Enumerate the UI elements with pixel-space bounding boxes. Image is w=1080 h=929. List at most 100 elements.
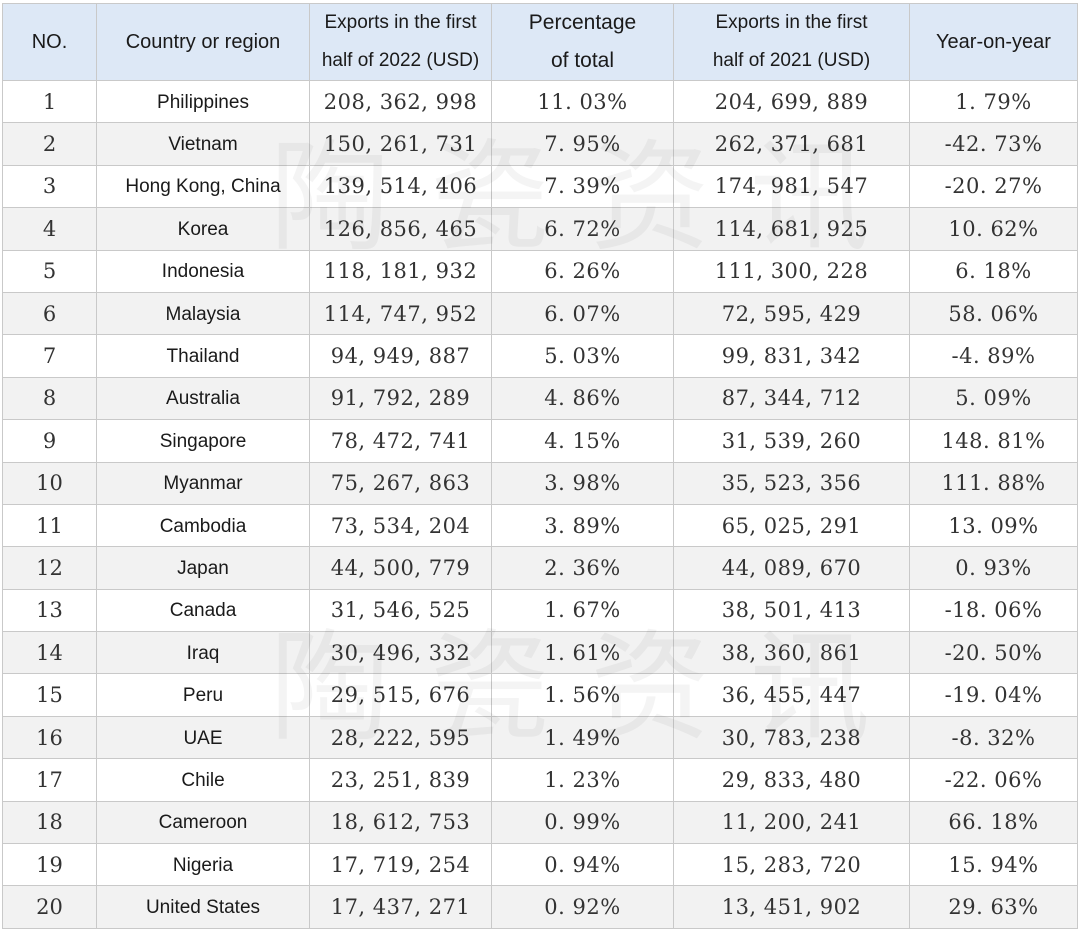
cell-percentage: 1. 56% (491, 673, 674, 717)
cell-exports-2021: 38, 360, 861 (673, 631, 910, 675)
header-percentage-line1: Percentage (528, 11, 637, 34)
cell-no: 4 (2, 207, 97, 251)
header-exports-2021-line2: half of 2021 (USD) (712, 50, 871, 71)
cell-exports-2021: 87, 344, 712 (673, 376, 910, 421)
cell-country: Cambodia (96, 503, 310, 548)
cell-exports-2022: 114, 747, 952 (309, 291, 492, 336)
cell-exports-2021: 29, 833, 480 (673, 758, 910, 802)
header-row: NO. Country or region Exports in the fir… (2, 3, 1078, 81)
cell-exports-2021: 204, 699, 889 (673, 79, 910, 124)
cell-percentage: 0. 94% (491, 843, 674, 887)
cell-exports-2021: 262, 371, 681 (673, 122, 910, 166)
cell-exports-2022: 29, 515, 676 (309, 673, 492, 717)
table-row: 11 Cambodia 73, 534, 204 3. 89% 65, 025, 291… (2, 503, 1078, 548)
header-country: Country or region (96, 3, 310, 81)
table-row: 8 Australia 91, 792, 289 4. 86% 87, 344, 712… (2, 376, 1078, 421)
cell-percentage: 3. 98% (491, 461, 674, 505)
cell-yoy: 58. 06% (909, 291, 1078, 336)
table-row: 15 Peru 29, 515, 676 1. 56% 36, 455, 447 -19.… (2, 673, 1078, 717)
cell-country: Iraq (96, 631, 310, 675)
cell-exports-2022: 17, 437, 271 (309, 885, 492, 929)
cell-yoy: -19. 04% (909, 673, 1078, 717)
cell-exports-2022: 91, 792, 289 (309, 376, 492, 421)
cell-exports-2021: 114, 681, 925 (673, 207, 910, 251)
cell-no: 11 (2, 503, 97, 548)
cell-percentage: 1. 61% (491, 631, 674, 675)
cell-country: Indonesia (96, 249, 310, 293)
cell-exports-2021: 72, 595, 429 (673, 291, 910, 336)
cell-percentage: 6. 72% (491, 207, 674, 251)
cell-no: 16 (2, 715, 97, 760)
table-row: 17 Chile 23, 251, 839 1. 23% 29, 833, 480 -22… (2, 758, 1078, 802)
header-percentage-line2: of total (550, 49, 615, 72)
cell-exports-2022: 31, 546, 525 (309, 588, 492, 633)
cell-exports-2021: 13, 451, 902 (673, 885, 910, 929)
cell-exports-2021: 38, 501, 413 (673, 588, 910, 633)
cell-percentage: 6. 07% (491, 291, 674, 336)
cell-country: Malaysia (96, 291, 310, 336)
header-no: NO. (2, 3, 97, 81)
cell-country: Cameroon (96, 800, 310, 845)
cell-yoy: 0. 93% (909, 546, 1078, 590)
cell-yoy: 10. 62% (909, 207, 1078, 251)
cell-no: 3 (2, 164, 97, 209)
cell-percentage: 2. 36% (491, 546, 674, 590)
cell-percentage: 1. 67% (491, 588, 674, 633)
cell-country: United States (96, 885, 310, 929)
cell-yoy: -20. 27% (909, 164, 1078, 209)
cell-no: 9 (2, 419, 97, 463)
cell-no: 1 (2, 79, 97, 124)
cell-yoy: -22. 06% (909, 758, 1078, 802)
cell-exports-2022: 23, 251, 839 (309, 758, 492, 802)
cell-yoy: 148. 81% (909, 419, 1078, 463)
cell-country: Canada (96, 588, 310, 633)
cell-yoy: 13. 09% (909, 503, 1078, 548)
cell-no: 18 (2, 800, 97, 845)
table-row: 5 Indonesia 118, 181, 932 6. 26% 111, 300, 2… (2, 249, 1078, 293)
cell-no: 13 (2, 588, 97, 633)
cell-exports-2022: 28, 222, 595 (309, 715, 492, 760)
cell-percentage: 3. 89% (491, 503, 674, 548)
cell-no: 17 (2, 758, 97, 802)
cell-no: 6 (2, 291, 97, 336)
cell-yoy: 6. 18% (909, 249, 1078, 293)
exports-table-container: NO. Country or region Exports in the fir… (2, 3, 1078, 929)
cell-exports-2022: 208, 362, 998 (309, 79, 492, 124)
table-row: 1 Philippines 208, 362, 998 11. 03% 204, 699… (2, 79, 1078, 124)
table-row: 2 Vietnam 150, 261, 731 7. 95% 262, 371, 681… (2, 122, 1078, 166)
table-row: 18 Cameroon 18, 612, 753 0. 99% 11, 200, 241… (2, 800, 1078, 845)
cell-exports-2021: 15, 283, 720 (673, 843, 910, 887)
header-exports-2022-line2: half of 2022 (USD) (321, 50, 480, 71)
cell-no: 10 (2, 461, 97, 505)
cell-percentage: 6. 26% (491, 249, 674, 293)
cell-country: Australia (96, 376, 310, 421)
cell-exports-2022: 44, 500, 779 (309, 546, 492, 590)
cell-no: 19 (2, 843, 97, 887)
exports-table: NO. Country or region Exports in the fir… (2, 3, 1078, 929)
cell-exports-2022: 126, 856, 465 (309, 207, 492, 251)
cell-percentage: 7. 95% (491, 122, 674, 166)
cell-no: 2 (2, 122, 97, 166)
cell-yoy: -18. 06% (909, 588, 1078, 633)
table-row: 10 Myanmar 75, 267, 863 3. 98% 35, 523, 356 1… (2, 461, 1078, 505)
cell-yoy: 111. 88% (909, 461, 1078, 505)
cell-exports-2021: 111, 300, 228 (673, 249, 910, 293)
table-row: 16 UAE 28, 222, 595 1. 49% 30, 783, 238 -8. 3… (2, 715, 1078, 760)
cell-yoy: -8. 32% (909, 715, 1078, 760)
cell-country: Singapore (96, 419, 310, 463)
cell-exports-2021: 44, 089, 670 (673, 546, 910, 590)
cell-exports-2022: 118, 181, 932 (309, 249, 492, 293)
cell-percentage: 1. 49% (491, 715, 674, 760)
cell-exports-2022: 30, 496, 332 (309, 631, 492, 675)
table-row: 12 Japan 44, 500, 779 2. 36% 44, 089, 670 0. … (2, 546, 1078, 590)
cell-no: 8 (2, 376, 97, 421)
cell-no: 7 (2, 334, 97, 378)
cell-country: Philippines (96, 79, 310, 124)
cell-yoy: 29. 63% (909, 885, 1078, 929)
cell-yoy: -42. 73% (909, 122, 1078, 166)
table-row: 7 Thailand 94, 949, 887 5. 03% 99, 831, 342-… (2, 334, 1078, 378)
cell-country: Hong Kong, China (96, 164, 310, 209)
cell-exports-2021: 31, 539, 260 (673, 419, 910, 463)
cell-exports-2021: 36, 455, 447 (673, 673, 910, 717)
cell-exports-2021: 174, 981, 547 (673, 164, 910, 209)
